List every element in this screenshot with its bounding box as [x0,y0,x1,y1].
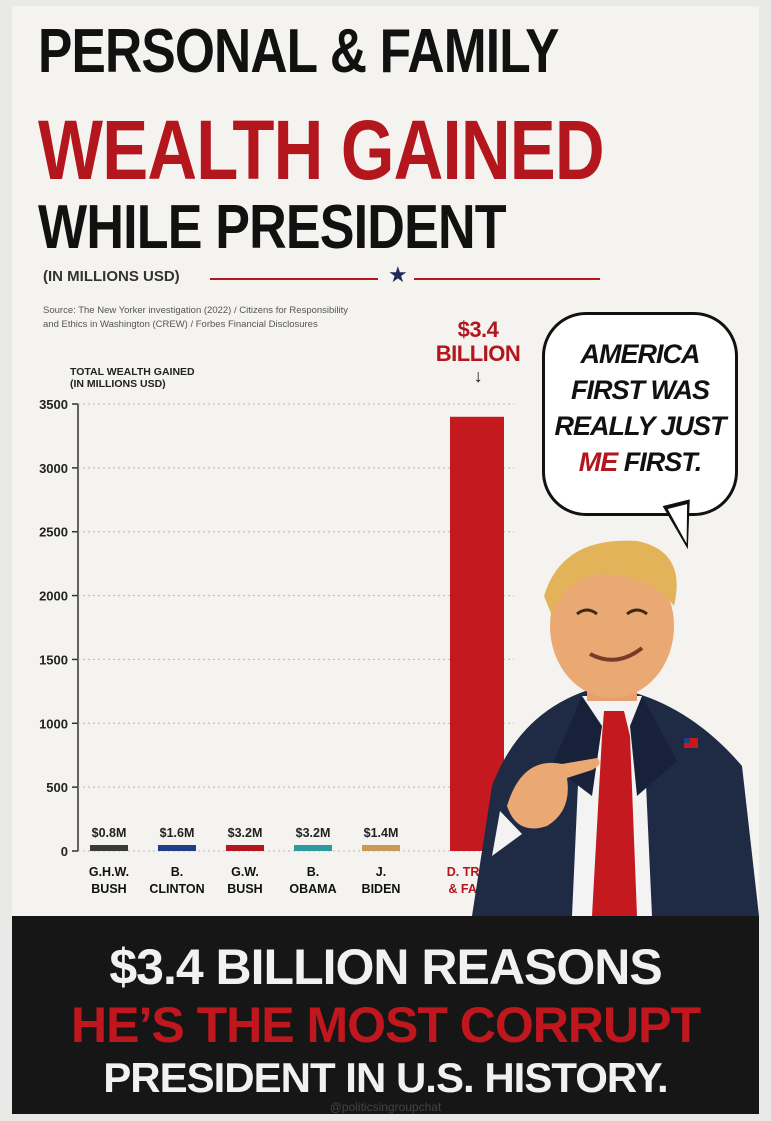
category-label: BUSH [227,882,262,896]
callout-amount: $3.4 [457,317,499,342]
y-axis-title-line-1: TOTAL WEALTH GAINED [70,366,195,378]
bubble-line-4: ME FIRST. [542,444,738,480]
y-tick-label: 500 [46,780,68,795]
bar [90,845,128,851]
speech-bubble-text: AMERICA FIRST WAS REALLY JUST ME FIRST. [542,336,738,480]
data-label: $3.2M [228,826,263,840]
bar [226,845,264,851]
y-axis-title: TOTAL WEALTH GAINED (IN MILLIONS USD) [70,366,195,390]
title-line-1: PERSONAL & FAMILY [38,17,559,86]
source-note: Source: The New Yorker investigation (20… [43,304,423,332]
data-label: $1.6M [160,826,195,840]
source-line-2: and Ethics in Washington (CREW) / Forbes… [43,319,318,330]
callout-unit: BILLION [435,341,521,366]
y-tick-label: 3000 [39,461,68,476]
banner-line-2: HE’S THE MOST CORRUPT [70,997,701,1053]
bubble-line-4-rest: FIRST. [617,447,703,477]
category-label: J. [376,865,386,879]
title-line-3: WHILE PRESIDENT [38,193,507,262]
unit-label: (IN MILLIONS USD) [43,268,180,285]
y-tick-label: 2000 [39,589,68,604]
banner-line-1: $3.4 BILLION REASONS [109,939,662,995]
bar [158,845,196,851]
y-tick-label: 2500 [39,525,68,540]
data-label: $3.2M [296,826,331,840]
y-tick-label: 1000 [39,716,68,731]
speech-bubble [542,312,738,516]
bubble-line-2: FIRST WAS [571,375,710,405]
category-label: BIDEN [362,882,401,896]
y-axis-title-line-2: (IN MILLIONS USD) [70,378,166,390]
y-tick-label: 1500 [39,652,68,667]
category-label: B. [171,865,184,879]
category-label: OBAMA [289,882,336,896]
category-label: BUSH [91,882,126,896]
bubble-line-1: AMERICA [580,339,701,369]
bar [294,845,332,851]
footer-handle: @politicsingroupchat [329,1100,442,1114]
trump-bar-callout: $3.4 BILLION ↓ [432,317,524,387]
banner-line-3: PRESIDENT IN U.S. HISTORY. [103,1054,668,1101]
poster: PERSONAL & FAMILY WEALTH GAINED WHILE PR… [12,6,759,1114]
bubble-emphasis: ME [578,447,618,477]
bottom-banner: $3.4 BILLION REASONS HE’S THE MOST CORRU… [12,916,759,1114]
unit-rule-left [210,278,378,280]
category-label: CLINTON [149,882,204,896]
y-tick-label: 0 [61,844,68,859]
caricature-illustration [472,540,759,916]
title-line-2: WEALTH GAINED [38,103,605,197]
category-label: G.H.W. [89,865,129,879]
star-icon: ★ [388,262,408,287]
data-label: $0.8M [92,826,127,840]
down-arrow-icon: ↓ [473,366,483,386]
category-label: G.W. [231,865,259,879]
y-tick-label: 3500 [39,397,68,412]
category-label: B. [307,865,320,879]
bar [362,845,400,851]
unit-rule-right [414,278,600,280]
bubble-line-3: REALLY JUST [554,411,726,441]
data-label: $1.4M [364,826,399,840]
source-line-1: Source: The New Yorker investigation (20… [43,305,349,316]
